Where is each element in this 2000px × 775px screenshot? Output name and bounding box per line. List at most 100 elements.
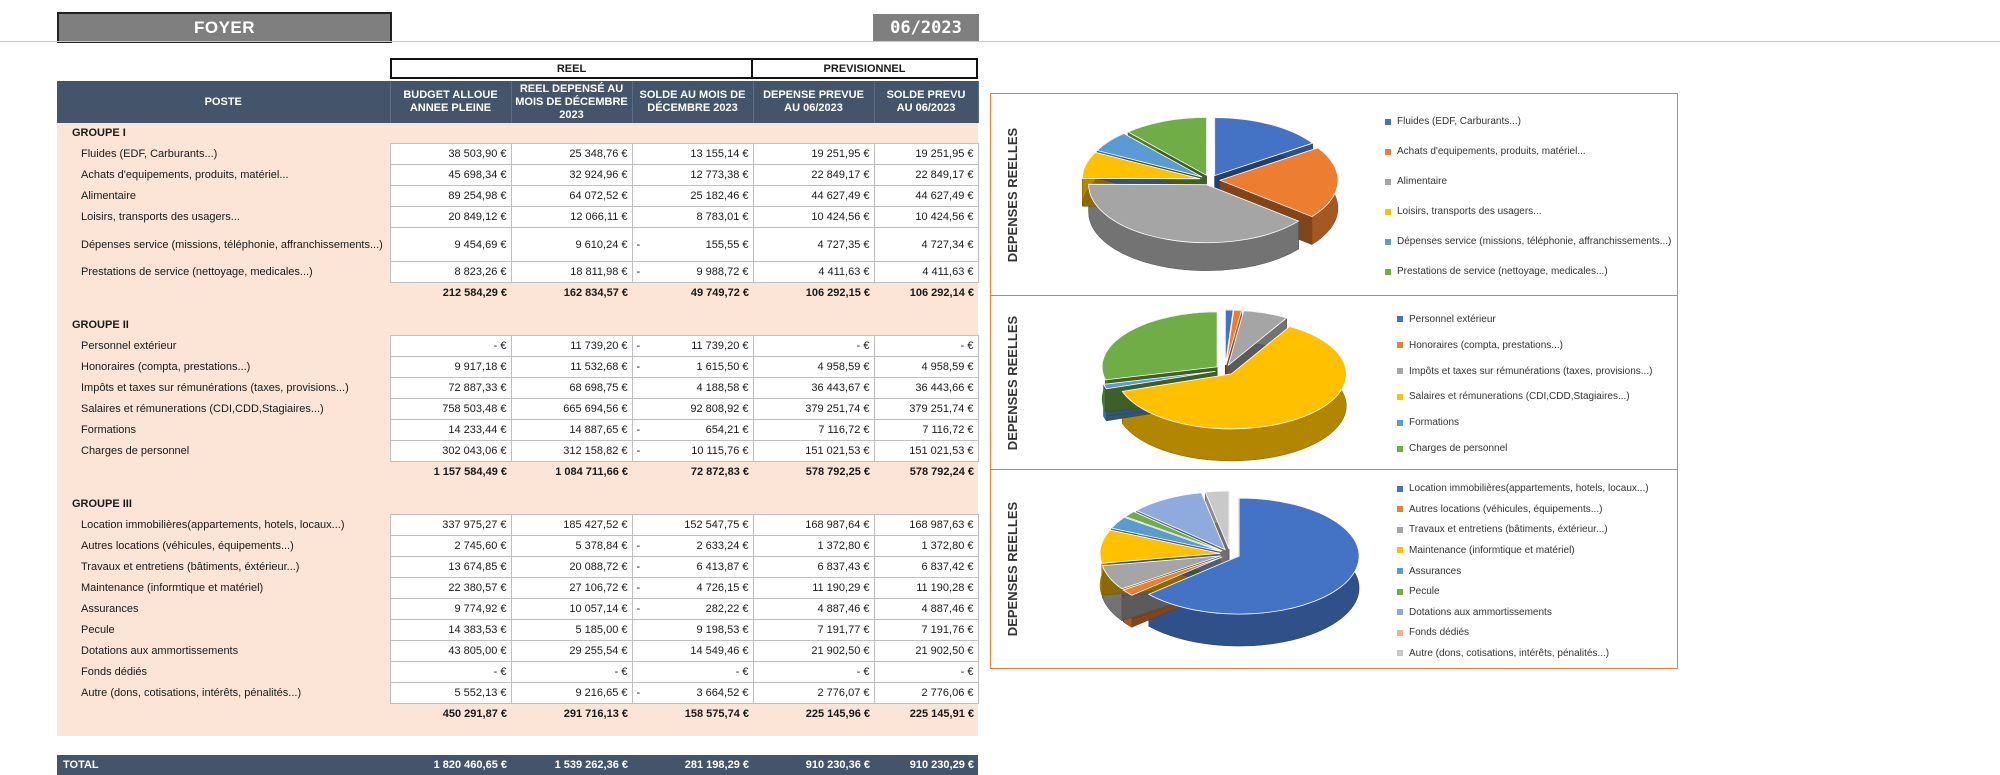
- cell-solde-prevu: 7 116,72 €: [873, 419, 979, 441]
- table-row: Location immobilières(appartements, hote…: [57, 514, 979, 536]
- pie-tops: [1101, 309, 1347, 430]
- cell-solde: - 155,55 €: [631, 227, 754, 262]
- legend-item: Dotations aux ammortissements: [1397, 607, 1552, 618]
- legend-item: Location immobilières(appartements, hote…: [1397, 483, 1649, 494]
- legend-item: Loisirs, transports des usagers...: [1385, 206, 1542, 217]
- subtotal-spacer: [57, 282, 390, 303]
- legend-label: Maintenance (informtique et matériel): [1409, 544, 1575, 556]
- solde-value: 10 115,76 €: [691, 445, 749, 457]
- pie-slice: [1102, 370, 1216, 390]
- grand-total-solde: 281 198,29 €: [632, 755, 753, 775]
- grand-total-prevue: 910 230,36 €: [753, 755, 874, 775]
- group-spacer: [57, 303, 978, 315]
- cell-solde-prevu: - €: [873, 661, 979, 683]
- cell-prevue: - €: [752, 335, 875, 357]
- legend-item: Honoraires (compta, prestations...): [1397, 340, 1563, 351]
- cell-prevue: 6 837,43 €: [752, 556, 875, 578]
- legend-label: Dotations aux ammortissements: [1409, 606, 1552, 618]
- budget-table: POSTE BUDGET ALLOUE ANNEE PLEINE REEL DE…: [57, 81, 979, 775]
- cell-solde-prevu: 151 021,53 €: [873, 440, 979, 462]
- table-row: Assurances 9 774,92 €10 057,14 € - 282,22 €…: [57, 598, 979, 620]
- cell-prevue: 7 116,72 €: [752, 419, 875, 441]
- legend-swatch: [1397, 419, 1403, 426]
- legend-item: Salaires et rémunerations (CDI,CDD,Stagi…: [1397, 391, 1630, 402]
- cell-budget: 5 552,13 €: [389, 682, 512, 704]
- subtotal-solde: 49 749,72 €: [632, 282, 753, 303]
- legend-swatch: [1397, 629, 1403, 636]
- legend-label: Salaires et rémunerations (CDI,CDD,Stagi…: [1409, 391, 1630, 403]
- solde-value: 11 739,20 €: [691, 340, 749, 352]
- cell-prevue: 4 727,35 €: [752, 227, 875, 262]
- cell-prevue: 151 021,53 €: [752, 440, 875, 462]
- cell-reel: 29 255,54 €: [510, 640, 633, 662]
- legend-label: Travaux et entretiens (bâtiments, éxtéri…: [1409, 524, 1608, 536]
- row-label: Impôts et taxes sur rémunérations (taxes…: [57, 377, 390, 399]
- column-header-budget: BUDGET ALLOUE ANNEE PLEINE: [390, 81, 512, 123]
- legend-item: Formations: [1397, 417, 1459, 428]
- legend-item: Travaux et entretiens (bâtiments, éxtéri…: [1397, 524, 1608, 535]
- chart-separator: [990, 295, 1678, 296]
- row-label: Dépenses service (missions, téléphonie, …: [57, 227, 390, 262]
- legend-label: Achats d'equipements, produits, matériel…: [1397, 146, 1586, 157]
- cell-solde-prevu: 2 776,06 €: [873, 682, 979, 704]
- cell-solde: 13 155,14 €: [631, 143, 754, 165]
- legend-item: Impôts et taxes sur rémunérations (taxes…: [1397, 366, 1652, 377]
- subtotal-spacer: [57, 703, 390, 724]
- solde-value: 6 413,87 €: [696, 561, 749, 573]
- legend-item: Autre (dons, cotisations, intérêts, péna…: [1397, 648, 1609, 659]
- cell-reel: 27 106,72 €: [510, 577, 633, 599]
- cell-prevue: 7 191,77 €: [752, 619, 875, 641]
- legend-label: Alimentaire: [1397, 176, 1448, 187]
- cell-prevue: 168 987,64 €: [752, 514, 875, 536]
- cell-prevue: 21 902,50 €: [752, 640, 875, 662]
- group-row: GROUPE I: [57, 123, 978, 144]
- subtotal-prevue: 106 292,15 €: [753, 282, 874, 303]
- cell-solde: - 4 726,15 €: [631, 577, 754, 599]
- table-row: Pecule 14 383,53 €5 185,00 €9 198,53 €7 1…: [57, 619, 979, 641]
- cell-budget: 9 454,69 €: [389, 227, 512, 262]
- legend-swatch: [1385, 238, 1391, 245]
- negative-sign: -: [636, 687, 641, 699]
- group-name: GROUPE I: [57, 123, 978, 144]
- cell-solde: 25 182,46 €: [631, 185, 754, 207]
- row-label: Charges de personnel: [57, 440, 390, 462]
- legend-item: Prestations de service (nettoyage, medic…: [1385, 266, 1608, 277]
- cell-solde: - 3 664,52 €: [631, 682, 754, 704]
- table-row: Salaires et rémunerations (CDI,CDD,Stagi…: [57, 398, 979, 420]
- subtotal-solde-prevu: 106 292,14 €: [874, 282, 978, 303]
- legend-swatch: [1385, 208, 1391, 215]
- subtotal-spacer: [57, 461, 390, 482]
- cell-solde-prevu: 1 372,80 €: [873, 535, 979, 557]
- table-row: Fonds dédiés - € - € - € - € - €: [57, 661, 979, 683]
- column-header-reel: REEL DEPENSÉ AU MOIS DE DÉCEMBRE 2023: [511, 81, 633, 123]
- solde-value: 155,55 €: [705, 238, 749, 251]
- pie-slice: [1124, 511, 1223, 552]
- cell-reel: 11 532,68 €: [510, 356, 633, 378]
- table-row: Charges de personnel 302 043,06 €312 158,…: [57, 440, 979, 462]
- cell-reel: - €: [510, 661, 633, 683]
- grand-total-row: TOTAL 1 820 460,65 €1 539 262,36 €281 198…: [57, 755, 978, 775]
- cell-solde: - €: [631, 661, 754, 683]
- chart-1-legend: Fluides (EDF, Carburants...) Achats d'equ…: [1385, 108, 1675, 288]
- cell-reel: 32 924,96 €: [510, 164, 633, 186]
- row-label: Alimentaire: [57, 185, 390, 207]
- chart-separator: [990, 469, 1678, 470]
- legend-label: Impôts et taxes sur rémunérations (taxes…: [1409, 365, 1653, 377]
- cell-solde-prevu: 4 727,34 €: [873, 227, 979, 262]
- cell-budget: 89 254,98 €: [389, 185, 512, 207]
- cell-solde: 12 773,38 €: [631, 164, 754, 186]
- subtotal-budget: 1 157 584,49 €: [390, 461, 511, 482]
- legend-label: Personnel extérieur: [1409, 313, 1496, 325]
- cell-prevue: 4 411,63 €: [752, 261, 875, 283]
- subtotal-row: 212 584,29 €162 834,57 €49 749,72 €106 2…: [57, 282, 978, 303]
- pie-slice: [1135, 492, 1226, 551]
- cell-reel: 11 739,20 €: [510, 335, 633, 357]
- legend-swatch: [1397, 342, 1403, 349]
- row-label: Dotations aux ammortissements: [57, 640, 390, 662]
- table-header-row: POSTE BUDGET ALLOUE ANNEE PLEINE REEL DE…: [57, 81, 979, 123]
- legend-label: Dépenses service (missions, téléphonie, …: [1397, 236, 1672, 247]
- legend-label: Honoraires (compta, prestations...): [1409, 339, 1563, 351]
- pie-slice: [1127, 116, 1207, 177]
- grand-total-budget: 1 820 460,65 €: [390, 755, 511, 775]
- legend-swatch: [1397, 445, 1403, 452]
